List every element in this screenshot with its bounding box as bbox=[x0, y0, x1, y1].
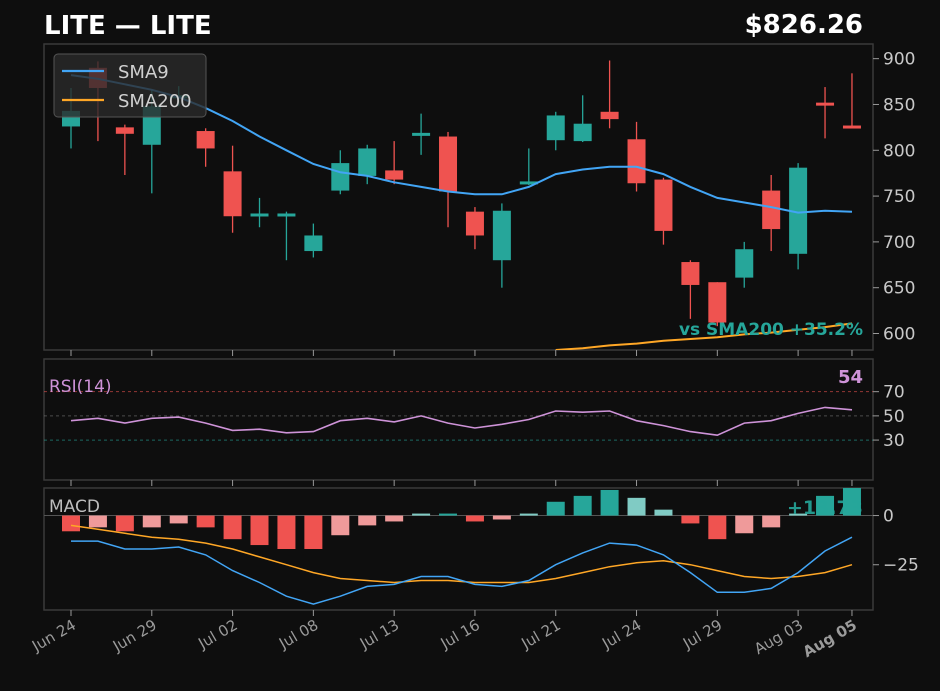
macd-histogram-bar bbox=[789, 513, 808, 516]
candle-body bbox=[304, 235, 323, 252]
macd-histogram-bar bbox=[142, 515, 161, 528]
sma200-line bbox=[555, 322, 853, 350]
macd-histogram-bar bbox=[331, 515, 350, 536]
price-ytick-label: 600 bbox=[883, 325, 915, 345]
sma200-comparison: vs SMA200 +35.2% bbox=[679, 320, 863, 340]
macd-histogram-bar bbox=[842, 488, 861, 516]
candle-body bbox=[600, 111, 619, 120]
candle-body bbox=[465, 211, 484, 236]
rsi-ytick-label: 50 bbox=[883, 407, 905, 427]
legend-sma200-label: SMA200 bbox=[118, 91, 192, 112]
price-ytick-label: 700 bbox=[883, 233, 915, 253]
macd-histogram-bar bbox=[762, 515, 781, 528]
candle-body bbox=[708, 282, 727, 323]
rsi-panel bbox=[43, 358, 874, 481]
macd-histogram-bar bbox=[681, 515, 700, 524]
candle-body bbox=[816, 102, 835, 106]
macd-histogram-bar bbox=[735, 515, 754, 534]
macd-ytick-label: 0 bbox=[883, 507, 894, 527]
candle-body bbox=[439, 136, 458, 192]
candle-body bbox=[223, 171, 242, 217]
macd-histogram-bar bbox=[816, 495, 835, 516]
macd-histogram-bar bbox=[600, 489, 619, 516]
candle-body bbox=[735, 249, 754, 278]
macd-panel bbox=[43, 487, 874, 611]
macd-histogram-bar bbox=[169, 515, 188, 524]
macd-histogram-bar bbox=[88, 515, 107, 528]
candle-body bbox=[358, 148, 377, 176]
candle-body bbox=[385, 170, 404, 180]
candle-body bbox=[277, 213, 296, 217]
macd-histogram-bar bbox=[573, 495, 592, 516]
price-ytick-label: 800 bbox=[883, 141, 915, 161]
candle-body bbox=[546, 115, 565, 141]
macd-histogram-bar bbox=[277, 515, 296, 549]
macd-histogram-bar bbox=[358, 515, 377, 526]
rsi-line bbox=[70, 406, 853, 437]
rsi-last-value: 54 bbox=[838, 367, 863, 388]
price-panel bbox=[43, 43, 874, 351]
macd-histogram-bar bbox=[627, 497, 646, 516]
price-ytick-label: 850 bbox=[883, 95, 915, 115]
macd-histogram-bar bbox=[223, 515, 242, 540]
candle-body bbox=[762, 190, 781, 230]
macd-histogram-bar bbox=[492, 515, 511, 520]
signal-line bbox=[70, 524, 853, 584]
candle-body bbox=[681, 262, 700, 285]
candle-body bbox=[519, 181, 538, 185]
macd-histogram-bar bbox=[654, 509, 673, 516]
price-ytick-label: 750 bbox=[883, 187, 915, 207]
candle-body bbox=[654, 179, 673, 231]
candle-body bbox=[789, 167, 808, 254]
candle-body bbox=[573, 123, 592, 142]
macd-line bbox=[71, 536, 853, 605]
candle-body bbox=[627, 139, 646, 184]
rsi-ytick-label: 70 bbox=[883, 383, 905, 403]
candle-body bbox=[115, 127, 134, 134]
price-legend: SMA9 SMA200 bbox=[53, 53, 207, 118]
macd-label: MACD bbox=[49, 497, 100, 517]
macd-histogram-bar bbox=[412, 513, 431, 516]
macd-histogram-bar bbox=[546, 501, 565, 516]
last-price: $826.26 bbox=[745, 10, 863, 40]
macd-histogram-bar bbox=[250, 515, 269, 546]
price-ytick-label: 900 bbox=[883, 50, 915, 70]
candle-body bbox=[331, 163, 350, 191]
macd-histogram-bar bbox=[465, 515, 484, 522]
legend-sma9-label: SMA9 bbox=[118, 62, 169, 83]
candle-body bbox=[250, 213, 269, 217]
price-ytick-label: 650 bbox=[883, 279, 915, 299]
rsi-ytick-label: 30 bbox=[883, 431, 905, 451]
macd-value: +13.73 bbox=[787, 497, 863, 519]
candle-body bbox=[842, 125, 861, 129]
macd-ytick-label: −25 bbox=[883, 556, 919, 576]
candle-body bbox=[412, 132, 431, 136]
macd-histogram-bar bbox=[519, 513, 538, 516]
macd-histogram-bar bbox=[439, 513, 458, 516]
candle-body bbox=[196, 131, 215, 149]
macd-histogram-bar bbox=[196, 515, 215, 528]
macd-histogram-bar bbox=[304, 515, 323, 549]
macd-histogram-bar bbox=[708, 515, 727, 540]
rsi-label: RSI(14) bbox=[49, 377, 112, 397]
macd-histogram-bar bbox=[62, 515, 80, 532]
candle-body bbox=[492, 210, 511, 261]
macd-histogram-bar bbox=[385, 515, 404, 522]
macd-histogram-bar bbox=[115, 515, 134, 532]
chart-title: LITE — LITE bbox=[44, 11, 212, 41]
